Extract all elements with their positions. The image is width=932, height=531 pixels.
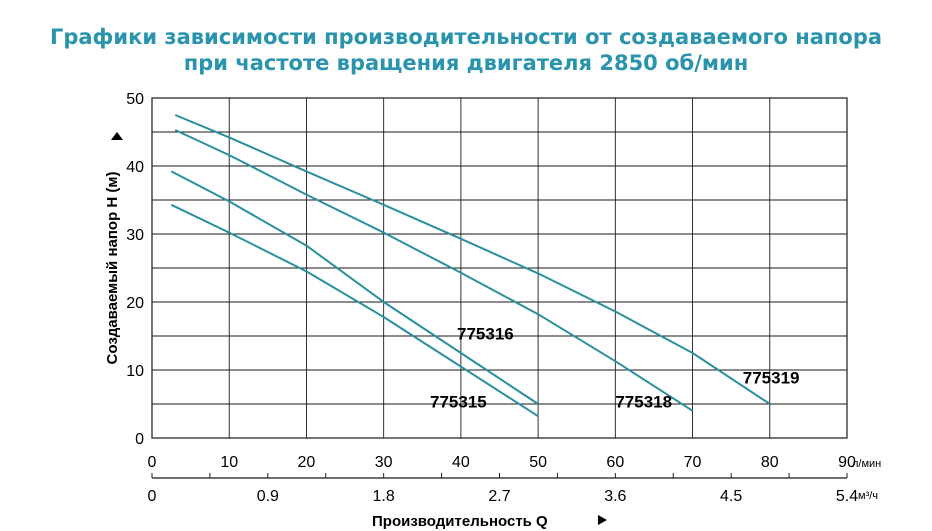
chart-labels: Создаваемый напор H (м) л/мин м³/ч Произ… bbox=[104, 91, 881, 530]
series-line-775319 bbox=[174, 114, 771, 405]
x-tick-label-m3h: 5.4 bbox=[836, 488, 858, 505]
series-line-775316 bbox=[170, 170, 539, 405]
x-axis-unit-lpm: л/мин bbox=[852, 458, 881, 470]
plot-frame bbox=[151, 97, 848, 439]
x-tick-label-lpm: 50 bbox=[529, 454, 547, 471]
y-tick-label: 30 bbox=[126, 227, 144, 244]
series-line-775318 bbox=[174, 129, 694, 412]
y-axis-arrow-icon bbox=[111, 132, 123, 140]
x-axis-unit-m3h: м³/ч bbox=[858, 490, 878, 502]
x-tick-label-lpm: 20 bbox=[298, 454, 316, 471]
x-tick-label-lpm: 60 bbox=[606, 454, 624, 471]
x-tick-label-lpm: 0 bbox=[148, 454, 157, 471]
y-tick-label: 20 bbox=[126, 295, 144, 312]
series-label-775319: 775319 bbox=[743, 369, 800, 388]
series-line-775315 bbox=[170, 203, 539, 418]
x-tick-label-m3h: 4.5 bbox=[720, 488, 742, 505]
x-tick-label-m3h: 0.9 bbox=[257, 488, 279, 505]
chart-grid bbox=[151, 97, 848, 479]
series-label-775315: 775315 bbox=[430, 392, 487, 411]
series-label-775316: 775316 bbox=[457, 324, 514, 343]
y-tick-label: 0 bbox=[135, 431, 144, 448]
x-tick-label-m3h: 0 bbox=[148, 488, 157, 505]
x-tick-label-lpm: 90 bbox=[838, 454, 856, 471]
y-tick-label: 50 bbox=[126, 91, 144, 108]
x-tick-label-m3h: 2.7 bbox=[488, 488, 510, 505]
y-tick-label: 10 bbox=[126, 363, 144, 380]
chart-title-line-1: Графики зависимости производительности о… bbox=[49, 25, 883, 49]
x-tick-label-lpm: 30 bbox=[375, 454, 393, 471]
y-tick-label: 40 bbox=[126, 159, 144, 176]
x-tick-label-lpm: 40 bbox=[452, 454, 470, 471]
x-tick-label-m3h: 1.8 bbox=[373, 488, 395, 505]
x-tick-label-lpm: 70 bbox=[684, 454, 702, 471]
x-tick-label-lpm: 80 bbox=[761, 454, 779, 471]
chart-title-line-2: при частоте вращения двигателя 2850 об/м… bbox=[183, 51, 749, 75]
x-axis-arrow-icon bbox=[598, 515, 607, 525]
x-tick-label-lpm: 10 bbox=[220, 454, 238, 471]
x-tick-label-m3h: 3.6 bbox=[604, 488, 626, 505]
x-axis-label: Производительность Q bbox=[372, 513, 548, 530]
chart-series bbox=[170, 114, 771, 418]
y-axis-label: Создаваемый напор H (м) bbox=[104, 172, 121, 365]
series-label-775318: 775318 bbox=[615, 392, 672, 411]
